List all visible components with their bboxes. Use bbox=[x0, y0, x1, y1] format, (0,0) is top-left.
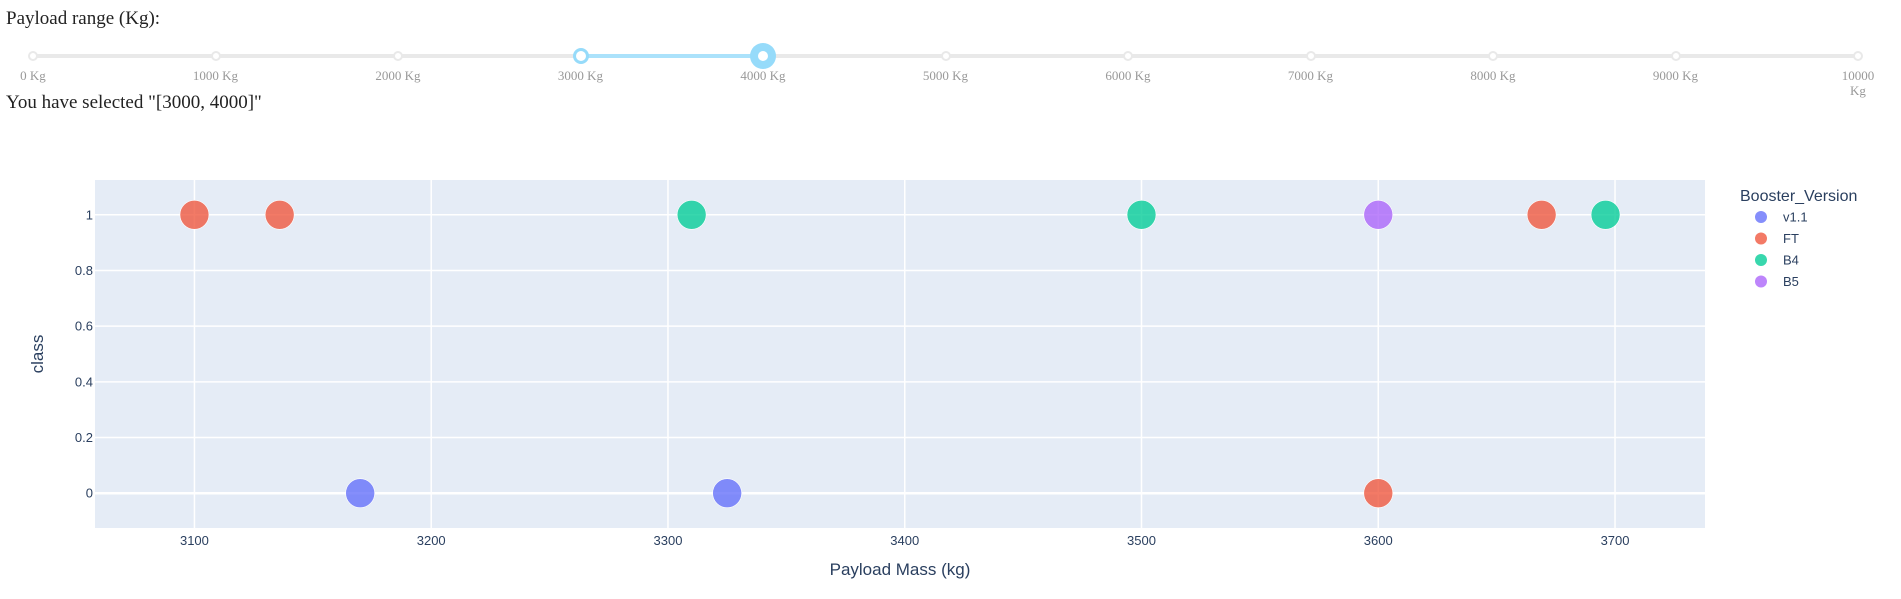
x-tick-label: 3600 bbox=[1364, 533, 1393, 548]
slider-mark-label[interactable]: 10000 Kg bbox=[1841, 68, 1875, 98]
slider-step-dot[interactable] bbox=[210, 51, 221, 61]
slider-step-dot[interactable] bbox=[1123, 51, 1133, 61]
y-tick-label: 1 bbox=[86, 207, 93, 222]
x-tick-label: 3100 bbox=[180, 533, 209, 548]
legend-marker bbox=[1755, 211, 1767, 223]
slider-mark-label[interactable]: 1000 Kg bbox=[192, 68, 239, 83]
slider-step-dot[interactable] bbox=[1305, 51, 1316, 61]
x-tick-label: 3400 bbox=[890, 533, 919, 548]
marker-ft bbox=[1363, 478, 1394, 509]
x-tick-label: 3500 bbox=[1127, 533, 1156, 548]
slider-step-dot[interactable] bbox=[940, 51, 951, 61]
x-tick-label: 3300 bbox=[654, 533, 683, 548]
legend-item-label[interactable]: v1.1 bbox=[1783, 210, 1808, 225]
slider-step-dot[interactable] bbox=[393, 51, 403, 61]
marker-b4 bbox=[676, 200, 707, 230]
slider-step-dot[interactable] bbox=[1853, 51, 1863, 61]
y-tick-label: 0.4 bbox=[75, 374, 93, 389]
slider-mark-label[interactable]: 8000 Kg bbox=[1470, 68, 1516, 83]
x-tick-label: 3700 bbox=[1601, 533, 1630, 548]
marker-ft bbox=[179, 200, 210, 230]
slider-mark-label[interactable]: 6000 Kg bbox=[1105, 68, 1151, 83]
slider-mark-label[interactable]: 5000 Kg bbox=[922, 68, 969, 83]
slider-step-dot[interactable] bbox=[1488, 51, 1498, 61]
slider-max-handle[interactable] bbox=[755, 48, 771, 64]
slider-mark-label[interactable]: 2000 Kg bbox=[375, 68, 421, 83]
legend-marker bbox=[1755, 232, 1767, 245]
y-tick-label: 0.8 bbox=[75, 263, 93, 278]
y-tick-label: 0.6 bbox=[75, 319, 93, 334]
slider-mark-label[interactable]: 9000 Kg bbox=[1652, 68, 1699, 83]
marker-ft bbox=[264, 200, 295, 230]
plot-background bbox=[95, 180, 1705, 528]
y-tick-label: 0.2 bbox=[75, 430, 93, 445]
y-tick-label: 0 bbox=[86, 486, 93, 501]
selected-range-text: You have selected "[3000, 4000]" bbox=[6, 92, 262, 113]
marker-v1-1 bbox=[712, 478, 742, 509]
slider-selected-track[interactable] bbox=[580, 54, 763, 58]
marker-b4 bbox=[1590, 200, 1621, 230]
slider-mark-label[interactable]: 4000 Kg bbox=[740, 68, 786, 83]
marker-b4 bbox=[1126, 200, 1157, 230]
marker-v1-1 bbox=[345, 478, 375, 509]
x-tick-label: 3200 bbox=[417, 533, 446, 548]
legend-title: Booster_Version bbox=[1740, 188, 1857, 205]
legend-marker bbox=[1755, 275, 1767, 288]
legend-item-label[interactable]: B4 bbox=[1783, 253, 1799, 268]
payload-range-label: Payload range (Kg): bbox=[6, 8, 161, 29]
legend-marker bbox=[1755, 254, 1767, 266]
marker-ft bbox=[1526, 200, 1557, 230]
slider-mark-label[interactable]: 3000 Kg bbox=[557, 68, 604, 83]
legend-item-label[interactable]: B5 bbox=[1783, 274, 1799, 289]
y-axis-title: class bbox=[28, 335, 47, 374]
x-axis-title: Payload Mass (kg) bbox=[830, 560, 971, 579]
slider-mark-label[interactable]: 0 Kg bbox=[20, 68, 46, 83]
marker-b5 bbox=[1363, 200, 1394, 230]
legend-item-label[interactable]: FT bbox=[1783, 231, 1799, 246]
slider-mark-label[interactable]: 7000 Kg bbox=[1287, 68, 1334, 83]
slider-min-handle[interactable] bbox=[572, 48, 589, 64]
slider-step-dot[interactable] bbox=[1670, 51, 1681, 61]
payload-range-slider[interactable]: 0 Kg 1000 Kg 2000 Kg 3000 Kg 4000 Kg 5000 Kg 6… bbox=[20, 40, 1874, 100]
slider-step-dot[interactable] bbox=[28, 51, 38, 61]
